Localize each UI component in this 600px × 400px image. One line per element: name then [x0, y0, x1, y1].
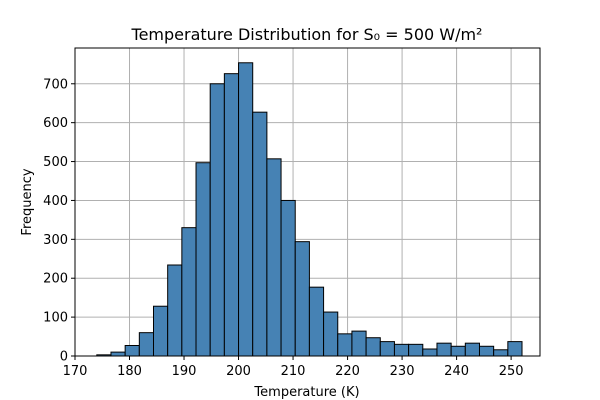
x-tick-label: 250 [499, 364, 524, 379]
y-tick-label: 700 [43, 77, 68, 92]
histogram-bar [138, 332, 154, 357]
histogram-bar [436, 342, 452, 357]
y-tick-label: 600 [43, 116, 68, 131]
histogram-bar [379, 341, 395, 357]
histogram-bar [507, 341, 523, 357]
histogram-bar [408, 343, 424, 357]
x-tick-label: 220 [335, 364, 360, 379]
histogram-bar [308, 286, 325, 357]
histogram-bars [96, 62, 523, 357]
histogram-bar [365, 337, 381, 357]
histogram-bar [337, 333, 353, 357]
histogram-bar [464, 342, 480, 357]
x-tick-label: 180 [117, 364, 142, 379]
y-tick-label: 200 [43, 272, 68, 287]
histogram-bar [478, 345, 495, 357]
histogram-bar [266, 158, 282, 357]
histogram-bar [181, 227, 197, 357]
y-axis-ticks: 0 100 200 300 400 500 600 700 [43, 77, 75, 365]
histogram-bar [422, 348, 438, 357]
histogram-bar [280, 199, 296, 357]
histogram-bar [252, 111, 268, 357]
x-tick-label: 170 [63, 364, 88, 379]
histogram-bar [223, 73, 240, 357]
histogram-bar [209, 83, 225, 357]
x-tick-label: 210 [281, 364, 306, 379]
x-tick-label: 200 [226, 364, 251, 379]
y-tick-label: 300 [43, 233, 68, 248]
x-axis-ticks: 170 180 190 200 210 220 230 240 250 [63, 356, 524, 379]
y-tick-label: 100 [43, 311, 68, 326]
y-tick-label: 400 [43, 194, 68, 209]
plot-frame [74, 47, 541, 357]
y-tick-label: 0 [60, 350, 68, 365]
histogram-bar [351, 330, 367, 357]
histogram-bar [450, 345, 466, 357]
histogram-bar [238, 62, 254, 357]
histogram-bar [323, 311, 339, 357]
grid-lines [74, 48, 540, 357]
histogram-bar [493, 349, 509, 357]
histogram-bar [110, 351, 126, 357]
x-tick-label: 190 [172, 364, 197, 379]
x-tick-label: 240 [444, 364, 469, 379]
x-tick-label: 230 [390, 364, 415, 379]
histogram-bar [152, 305, 169, 357]
x-axis-label: Temperature (K) [253, 385, 359, 400]
chart-title: Temperature Distribution for S₀ = 500 W/… [131, 25, 483, 44]
y-axis-label: Frequency [20, 168, 35, 235]
histogram-bar [124, 345, 140, 357]
histogram-bar [167, 264, 183, 357]
histogram-bar [294, 241, 310, 357]
histogram-bar [195, 162, 211, 357]
y-tick-label: 500 [43, 155, 68, 170]
histogram-bar [393, 343, 410, 357]
